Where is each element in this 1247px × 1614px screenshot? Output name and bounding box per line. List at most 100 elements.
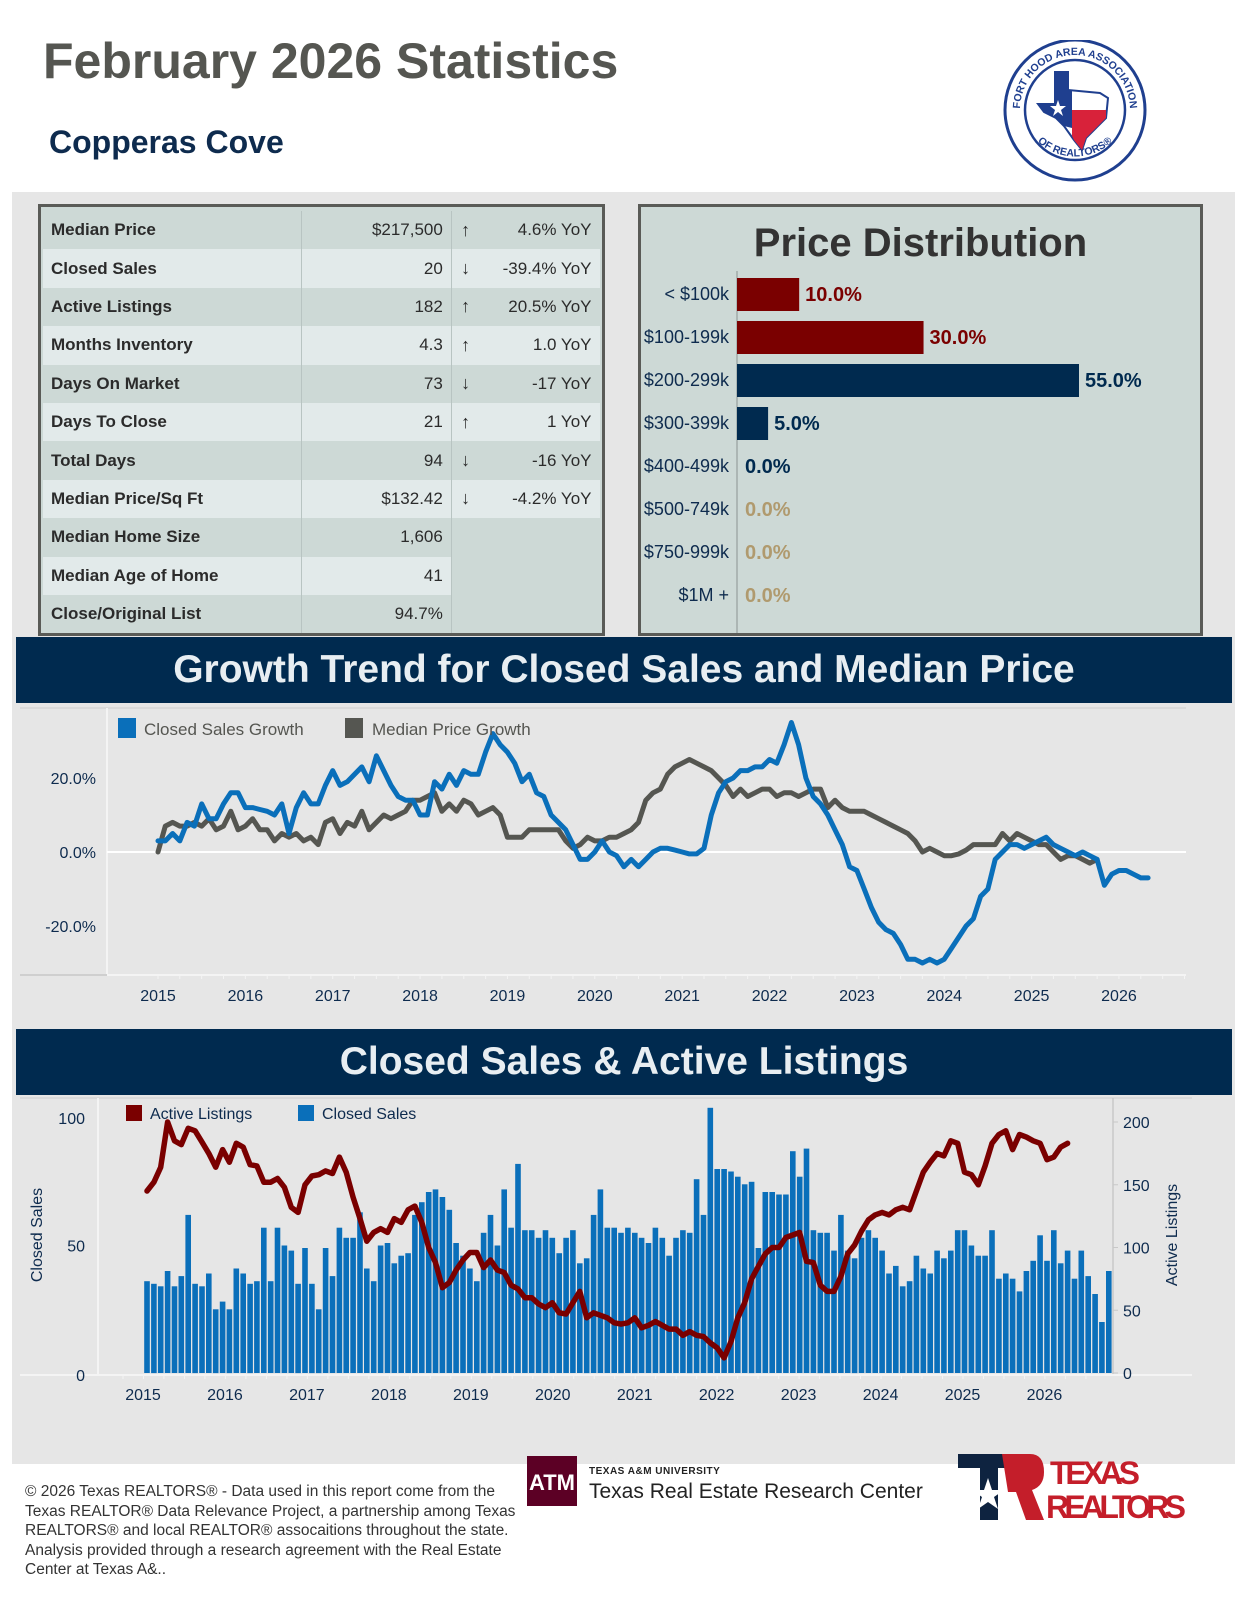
- closed-sales-growth-line: [155, 720, 1151, 966]
- closed-sales-bar: [693, 1179, 700, 1373]
- closed-sales-bar: [261, 1227, 267, 1373]
- closed-sales-bar: [796, 1176, 803, 1373]
- stat-label: Total Days: [43, 441, 302, 480]
- x-tick-label: 2018: [371, 1387, 407, 1404]
- closed-sales-bar: [755, 1248, 762, 1373]
- closed-sales-bar: [192, 1283, 198, 1374]
- stat-value: 20: [301, 249, 452, 288]
- closed-sales-bar: [329, 1276, 336, 1373]
- y-tick-label-right: 150: [1123, 1178, 1150, 1195]
- y-axis-title-right: Active Listings: [1164, 1184, 1181, 1286]
- closed-sales-bar: [343, 1237, 349, 1373]
- closed-sales-bar: [652, 1227, 659, 1373]
- page-title: February 2026 Statistics: [43, 33, 619, 89]
- closed-sales-bar: [1071, 1278, 1078, 1373]
- x-tick-label: 2026: [1101, 988, 1137, 1005]
- x-tick-label: 2022: [752, 988, 788, 1005]
- stat-label: Median Home Size: [43, 518, 302, 557]
- x-tick-label: 2021: [617, 1387, 653, 1404]
- closed-sales-bar: [1037, 1235, 1043, 1373]
- closed-sales-bar: [625, 1227, 631, 1373]
- stat-label: Months Inventory: [43, 326, 302, 365]
- stat-yoy: 4.6% YoY: [479, 211, 600, 250]
- closed-sales-bar: [515, 1163, 521, 1373]
- arrow-up-icon: ↑: [451, 402, 480, 442]
- closed-sales-bar: [934, 1250, 940, 1373]
- closed-sales-bar: [680, 1230, 686, 1373]
- stats-row: Days On Market 73 ↓ -17 YoY: [43, 364, 600, 403]
- closed-sales-bar: [247, 1283, 253, 1374]
- closed-sales-bar: [274, 1227, 281, 1373]
- closed-sales-bar: [419, 1202, 425, 1373]
- closed-sales-bar: [432, 1189, 439, 1373]
- closed-sales-bar: [597, 1189, 604, 1373]
- y-tick-label-right: 50: [1123, 1303, 1141, 1320]
- closed-sales-bar: [233, 1268, 240, 1373]
- arrow-up-icon: ↑: [451, 287, 480, 327]
- closed-sales-bar: [590, 1214, 597, 1373]
- tr-text-line1: TEXAS: [1050, 1455, 1140, 1491]
- stat-yoy: 1 YoY: [479, 402, 600, 442]
- stat-value: 94: [301, 441, 452, 480]
- tamu-large-text: Texas Real Estate Research Center: [589, 1480, 923, 1503]
- y-tick-label-left: 100: [58, 1111, 85, 1128]
- empty-cell: [451, 594, 480, 634]
- stats-summary-box: Median Price $217,500 ↑ 4.6% YoY Closed Sale…: [38, 204, 605, 636]
- closed-sales-bar: [1057, 1263, 1064, 1373]
- growth-trend-chart: 20.0% 0.0% -20.0% 2015 2016 2017 2018 2019 2020 2…: [20, 707, 1186, 1005]
- price-distribution-chart: < $100k 10.0% $100-199k 30.0% $200-299k 55.0%…: [644, 271, 1142, 633]
- closed-sales-bar: [315, 1309, 322, 1374]
- closed-sales-bar: [858, 1237, 865, 1373]
- closed-sales-bar: [865, 1230, 872, 1373]
- closed-sales-bar: [522, 1230, 528, 1373]
- closed-sales-bar: [508, 1227, 514, 1373]
- closed-sales-bar: [1092, 1294, 1098, 1373]
- closed-sales-active-listings-chart: Closed Sales Active Listings 100 50 0 200 150 1…: [20, 1097, 1192, 1404]
- closed-sales-bar: [254, 1281, 260, 1373]
- dist-value-label: 0.0%: [745, 499, 791, 521]
- growth-trend-banner: Growth Trend for Closed Sales and Median…: [16, 637, 1232, 703]
- closed-sales-bar: [638, 1237, 645, 1373]
- closed-sales-bar: [1078, 1250, 1085, 1373]
- x-tick-label: 2015: [140, 988, 176, 1005]
- closed-sales-bar: [611, 1227, 617, 1373]
- closed-sales-bar: [810, 1230, 817, 1373]
- x-tick-label: 2016: [228, 988, 264, 1005]
- closed-sales-bar: [364, 1268, 370, 1373]
- closed-sales-bar: [700, 1214, 707, 1373]
- stat-yoy: [479, 518, 600, 557]
- x-tick-label: 2023: [781, 1387, 817, 1404]
- closed-sales-bar: [632, 1232, 638, 1374]
- arrow-down-icon: ↓: [451, 249, 480, 288]
- stat-value: 94.7%: [301, 594, 452, 634]
- stat-label: Days To Close: [43, 402, 302, 442]
- closed-sales-bar: [1099, 1322, 1105, 1373]
- closed-sales-bar: [391, 1263, 398, 1373]
- stat-value: $217,500: [301, 211, 452, 250]
- closed-sales-bar: [948, 1250, 954, 1373]
- empty-cell: [451, 518, 480, 557]
- closed-sales-bar: [844, 1250, 851, 1373]
- tamu-logo-box-icon: [527, 1456, 577, 1506]
- closed-sales-bar: [350, 1237, 356, 1373]
- arrow-up-icon: ↑: [451, 211, 480, 250]
- stats-row: Closed Sales 20 ↓ -39.4% YoY: [43, 249, 600, 288]
- tamu-small-text: TEXAS A&M UNIVERSITY: [589, 1466, 720, 1477]
- median-price-growth-line: [155, 757, 1100, 866]
- x-tick-label: 2024: [926, 988, 962, 1005]
- closed-sales-bar: [872, 1237, 878, 1373]
- y-tick-label-right: 0: [1123, 1366, 1132, 1383]
- closed-sales-bar: [831, 1250, 837, 1373]
- stat-yoy: -4.2% YoY: [479, 479, 600, 519]
- closed-sales-bar: [178, 1276, 185, 1373]
- dist-value-label: 30.0%: [930, 327, 987, 349]
- x-tick-label: 2021: [664, 988, 700, 1005]
- closed-sales-bar: [741, 1184, 748, 1373]
- closed-sales-bar: [144, 1281, 150, 1373]
- closed-sales-bar: [357, 1212, 363, 1373]
- legend-label-median-price-growth: Median Price Growth: [372, 720, 531, 739]
- category-label: $400-499k: [644, 456, 730, 476]
- closed-sales-bar: [309, 1283, 315, 1374]
- closed-sales-bar: [968, 1245, 975, 1373]
- closed-sales-bar: [666, 1255, 672, 1373]
